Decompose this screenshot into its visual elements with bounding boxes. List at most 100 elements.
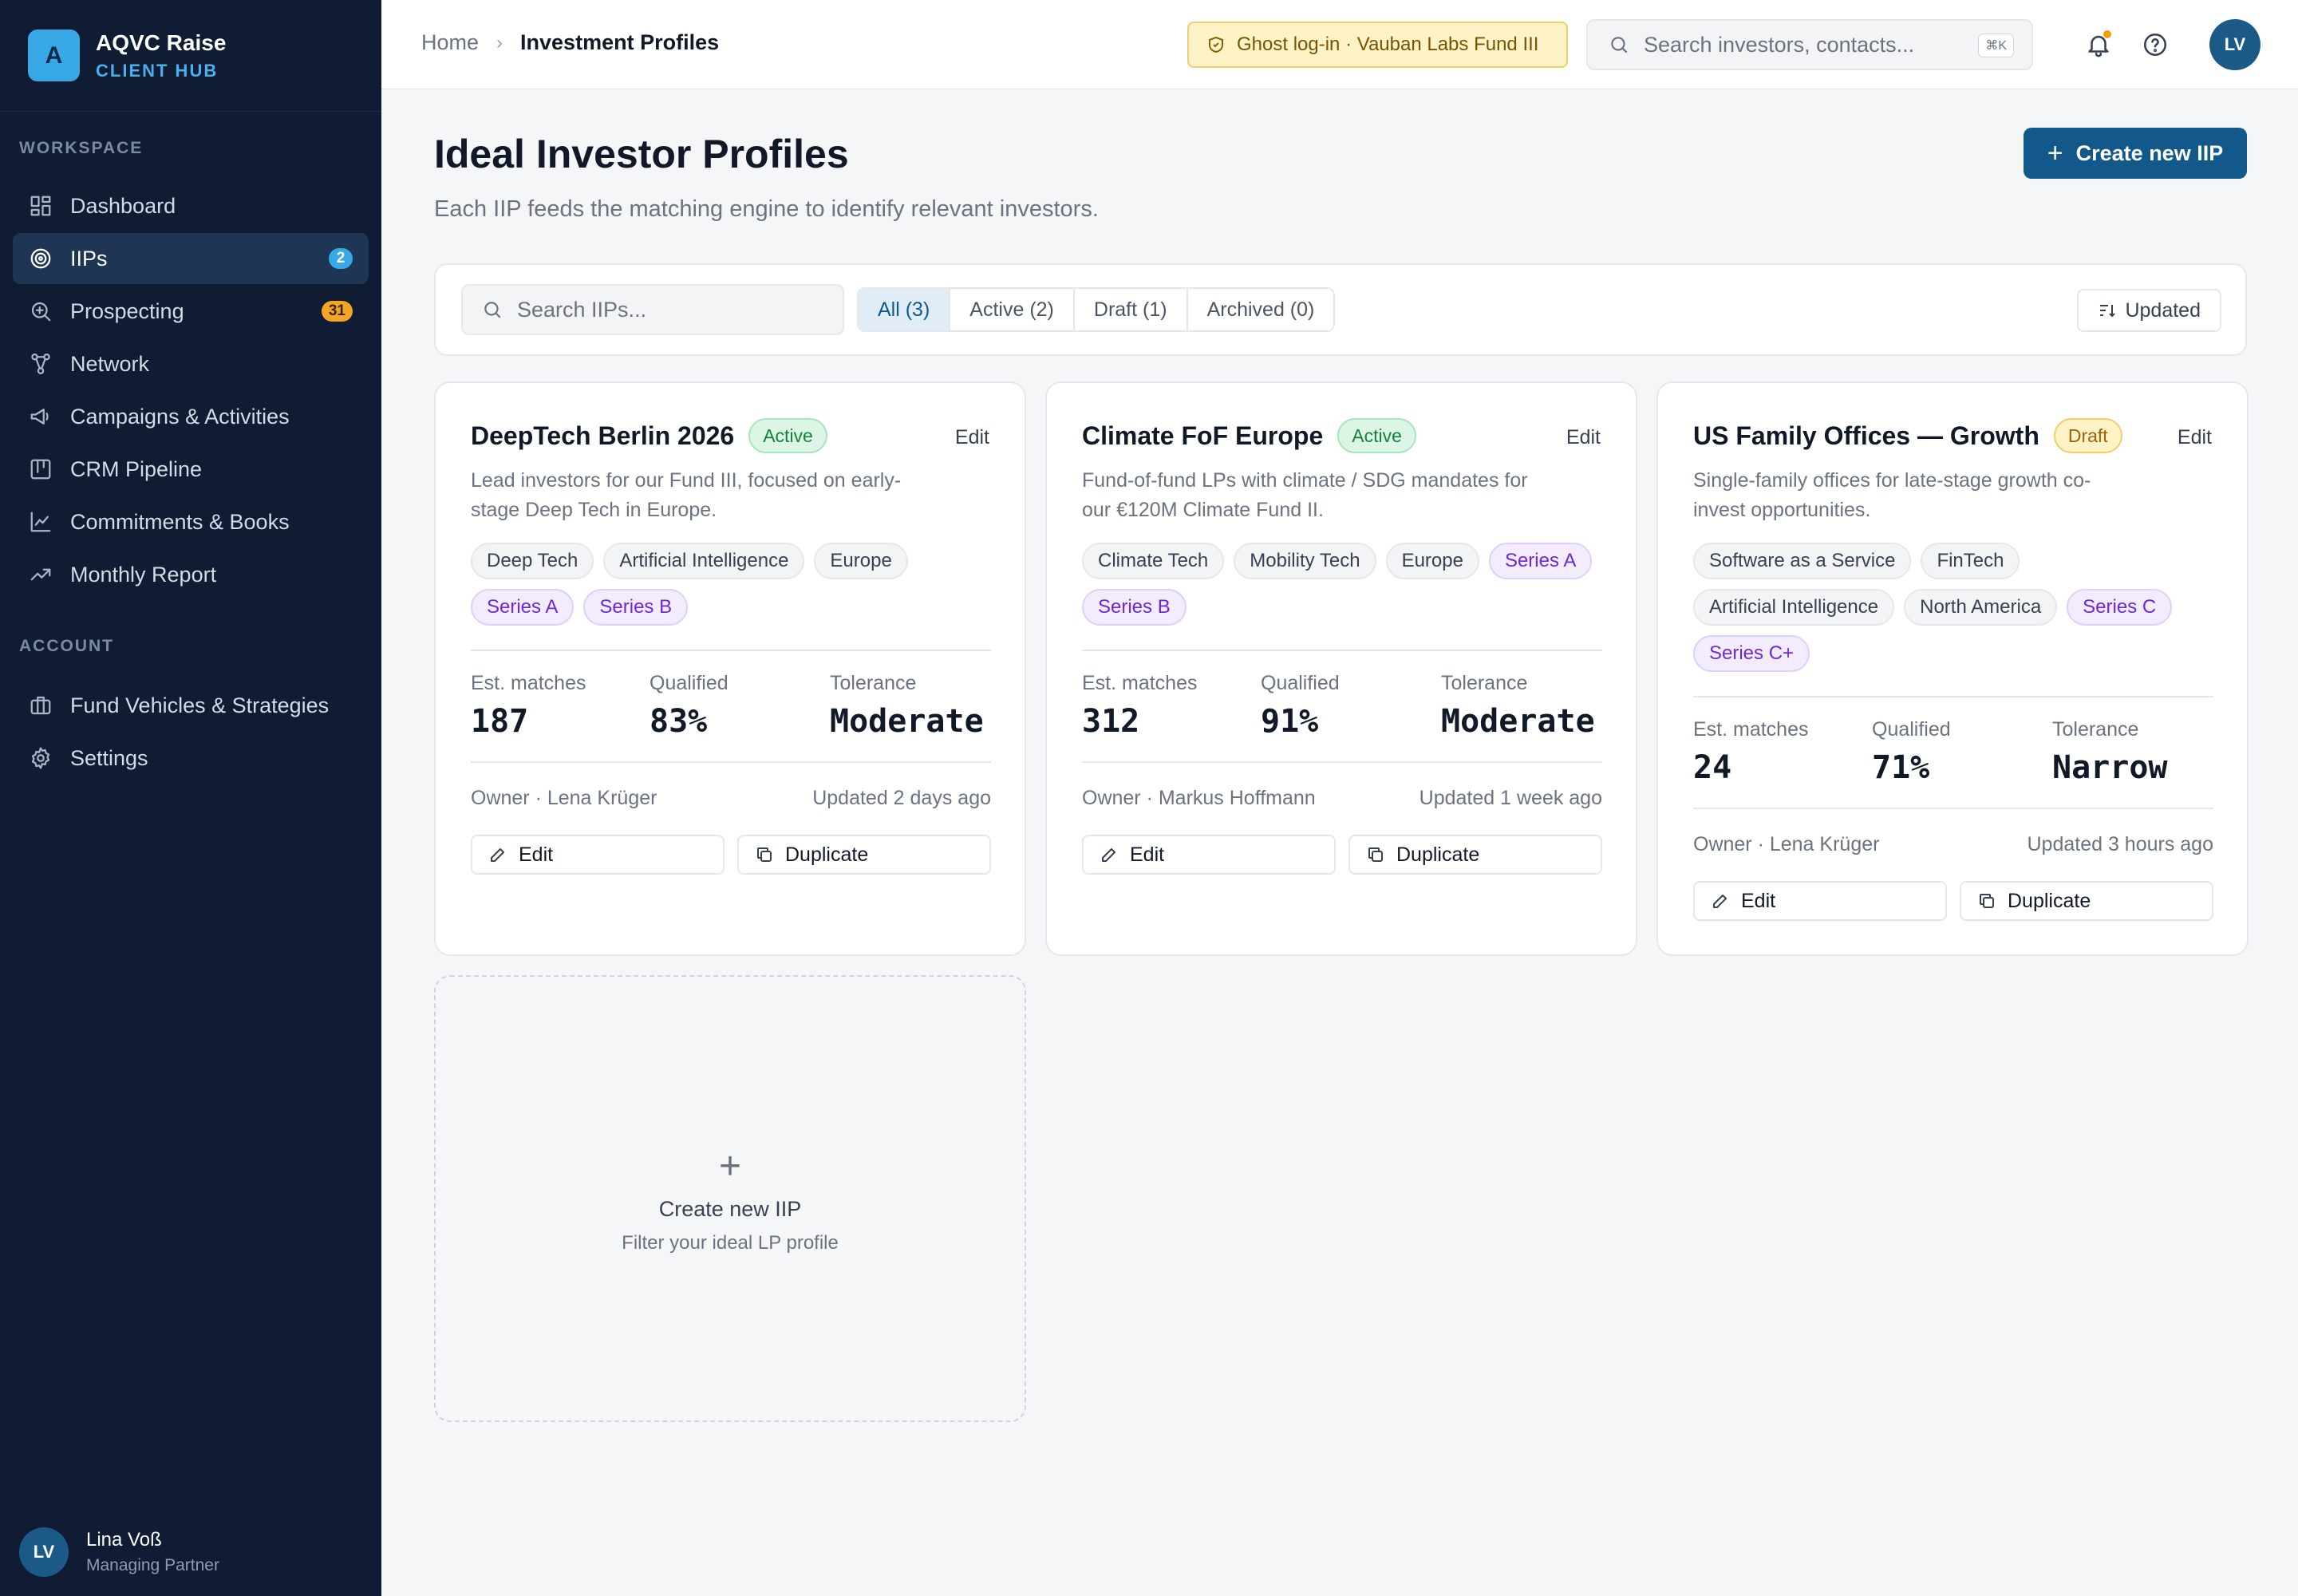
pencil-icon: [1102, 848, 1115, 862]
user-role: Managing Partner: [86, 1556, 219, 1574]
tag: Europe: [1385, 543, 1479, 579]
iip-stats: Est. matches 312 Qualified 91% Tolerance Mo…: [1082, 650, 1602, 763]
sidebar-item-label: CRM Pipeline: [70, 456, 203, 481]
stat-value: 24: [1693, 749, 1732, 786]
help-button[interactable]: [2138, 27, 2173, 62]
sidebar-item-label: IIPs: [70, 246, 108, 271]
owner-text: Owner · Markus Hoffmann: [1082, 787, 1316, 809]
edit-button[interactable]: Edit: [471, 835, 725, 875]
tag: Climate Tech: [1082, 543, 1225, 579]
series-tag: Series C+: [1693, 635, 1810, 672]
status-badge: Active: [748, 418, 827, 453]
iip-card[interactable]: US Family Offices — Growth Draft Edit Si…: [1656, 381, 2249, 956]
duplicate-button[interactable]: Duplicate: [737, 835, 991, 875]
sidebar-item-fund-vehicles[interactable]: Fund Vehicles & Strategies: [13, 680, 369, 731]
sidebar-item-monthly-report[interactable]: Monthly Report: [13, 549, 369, 600]
sidebar-item-label: Settings: [70, 745, 148, 770]
ghost-login-banner[interactable]: Ghost log-in · Vauban Labs Fund III: [1187, 22, 1568, 68]
global-search[interactable]: ⌘K: [1586, 19, 2033, 70]
tab-archived[interactable]: Archived (0): [1187, 289, 1334, 330]
iip-stats: Est. matches 24 Qualified 71% Tolerance Nar…: [1693, 696, 2213, 809]
stat-value: Moderate: [830, 703, 984, 740]
breadcrumb-current: Investment Profiles: [520, 30, 720, 54]
brand-subtitle: CLIENT HUB: [96, 60, 219, 81]
sidebar-item-label: Monthly Report: [70, 562, 217, 587]
create-iip-card-subtitle: Filter your ideal LP profile: [622, 1232, 839, 1254]
search-zoom-icon: [31, 302, 51, 322]
breadcrumb-home[interactable]: Home: [421, 30, 480, 54]
duplicate-button[interactable]: Duplicate: [1960, 881, 2213, 921]
updated-text: Updated 2 days ago: [812, 787, 991, 809]
kanban-icon: [30, 459, 51, 480]
brand[interactable]: A AQVC Raise CLIENT HUB: [0, 0, 381, 112]
brand-name: AQVC Raise: [96, 30, 227, 55]
filter-bar: All (3) Active (2) Draft (1) Archived (0…: [434, 263, 2247, 356]
tab-draft[interactable]: Draft (1): [1074, 289, 1188, 330]
notifications-button[interactable]: [2081, 27, 2116, 62]
stat-label: Est. matches: [1082, 672, 1198, 694]
iip-card[interactable]: DeepTech Berlin 2026 Active Edit Lead in…: [434, 381, 1026, 956]
updated-text: Updated 3 hours ago: [2027, 833, 2213, 855]
iip-card-actions: Edit Duplicate: [471, 835, 991, 875]
target-icon: [30, 248, 51, 269]
pencil-icon: [1713, 895, 1727, 908]
stat-label: Qualified: [650, 672, 728, 694]
gear-icon: [31, 747, 50, 769]
stat-label: Est. matches: [471, 672, 586, 694]
tag: Software as a Service: [1693, 543, 1912, 579]
sidebar-item-dashboard[interactable]: Dashboard: [13, 180, 369, 231]
iip-search[interactable]: [461, 284, 844, 335]
workspace-nav: Dashboard IIPs 2 Prospecting 31 Network …: [0, 180, 381, 602]
tag: Artificial Intelligence: [603, 543, 805, 579]
tag: Deep Tech: [471, 543, 594, 579]
sidebar-item-prospecting[interactable]: Prospecting 31: [13, 286, 369, 337]
series-tag: Series B: [583, 589, 689, 626]
tag-list: Software as a Service FinTech Artificial…: [1693, 543, 2220, 681]
sort-button[interactable]: Updated: [2077, 289, 2221, 332]
stat-label: Tolerance: [830, 672, 917, 694]
iip-card[interactable]: Climate FoF Europe Active Edit Fund-of-f…: [1045, 381, 1637, 956]
dashboard-icon: [30, 196, 51, 216]
tab-all[interactable]: All (3): [859, 289, 951, 330]
tab-active[interactable]: Active (2): [950, 289, 1075, 330]
tag: Mobility Tech: [1234, 543, 1376, 579]
edit-button[interactable]: Edit: [1082, 835, 1336, 875]
sidebar-item-label: Dashboard: [70, 193, 176, 218]
iip-search-input[interactable]: [517, 297, 820, 322]
edit-button[interactable]: Edit: [1693, 881, 1947, 921]
card-edit-link[interactable]: Edit: [2177, 426, 2212, 448]
iips-count-badge: 2: [329, 248, 353, 269]
sidebar-item-commitments[interactable]: Commitments & Books: [13, 496, 369, 547]
status-badge: Draft: [2053, 418, 2122, 453]
avatar[interactable]: LV: [2209, 19, 2260, 70]
iip-card-actions: Edit Duplicate: [1082, 835, 1602, 875]
create-iip-card[interactable]: + Create new IIP Filter your ideal LP pr…: [434, 975, 1026, 1422]
duplicate-button[interactable]: Duplicate: [1348, 835, 1602, 875]
user-profile[interactable]: LV Lina Voß Managing Partner: [19, 1527, 219, 1577]
sidebar-item-crm-pipeline[interactable]: CRM Pipeline: [13, 444, 369, 495]
iip-card-meta: Owner · Lena Krüger Updated 3 hours ago: [1693, 833, 2213, 856]
sidebar: A AQVC Raise CLIENT HUB WORKSPACE Dashbo…: [0, 0, 381, 1596]
stat-value: Narrow: [2052, 749, 2168, 786]
sidebar-item-settings[interactable]: Settings: [13, 733, 369, 784]
sidebar-item-campaigns[interactable]: Campaigns & Activities: [13, 391, 369, 442]
trending-up-icon: [30, 568, 51, 581]
breadcrumb-separator: ›: [496, 31, 503, 53]
stat-value: Moderate: [1441, 703, 1595, 740]
iip-card-title: DeepTech Berlin 2026: [471, 421, 735, 450]
global-search-input[interactable]: [1644, 32, 1979, 57]
account-section-label: ACCOUNT: [19, 637, 114, 655]
card-edit-link[interactable]: Edit: [954, 426, 989, 448]
stat-value: 312: [1082, 703, 1140, 740]
sidebar-item-network[interactable]: Network: [13, 338, 369, 389]
iip-card-meta: Owner · Lena Krüger Updated 2 days ago: [471, 787, 991, 810]
card-edit-link[interactable]: Edit: [1566, 426, 1601, 448]
avatar: LV: [19, 1527, 69, 1577]
series-tag: Series B: [1082, 589, 1187, 626]
duplicate-button-label: Duplicate: [785, 843, 869, 866]
create-iip-button[interactable]: + Create new IIP: [2024, 128, 2247, 179]
create-iip-label: Create new IIP: [2075, 140, 2224, 165]
edit-button-label: Edit: [1741, 889, 1776, 912]
sidebar-item-iips[interactable]: IIPs 2: [13, 233, 369, 284]
user-name: Lina Voß: [86, 1529, 162, 1551]
